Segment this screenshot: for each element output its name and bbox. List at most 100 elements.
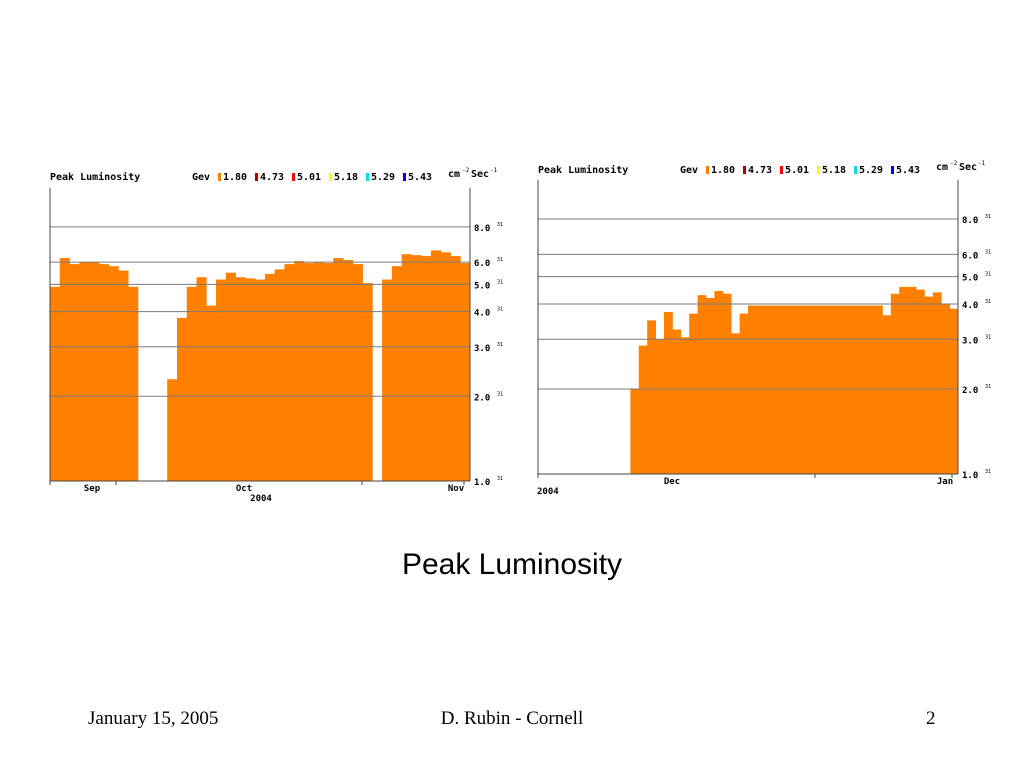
bar-12 <box>638 345 648 474</box>
bar-38 <box>421 256 432 481</box>
legend-entry-5-18: 5.18 <box>822 165 846 176</box>
legend-swatch-5-29 <box>854 166 857 174</box>
y-tick-label-3: 4.0 <box>474 309 490 319</box>
bar-27 <box>764 305 774 474</box>
y-tick-exponent-4: 31 <box>497 342 503 348</box>
bar-37 <box>411 255 422 481</box>
y-tick-label-6: 1.0 <box>474 478 490 488</box>
bar-41 <box>882 315 892 474</box>
bar-2 <box>69 264 80 481</box>
bar-7 <box>118 270 129 481</box>
y-tick-label-5: 2.0 <box>962 386 978 396</box>
bar-34 <box>823 305 833 474</box>
bar-42 <box>890 293 900 474</box>
bar-23 <box>731 333 740 474</box>
year-label: 2004 <box>250 494 272 504</box>
bar-39 <box>430 250 442 481</box>
bar-38 <box>857 305 866 474</box>
bar-18 <box>225 272 236 481</box>
y-tick-exponent-5: 31 <box>497 391 503 397</box>
x-label-jan: Jan <box>937 477 953 487</box>
bar-43 <box>899 286 908 474</box>
bar-30 <box>343 260 354 481</box>
y-tick-exponent-4: 31 <box>985 334 991 340</box>
bar-0 <box>50 286 61 481</box>
bar-39 <box>865 305 875 474</box>
y-tick-exponent-2: 31 <box>497 279 503 285</box>
legend-entry-5-01: 5.01 <box>785 165 809 176</box>
y-tick-label-4: 3.0 <box>474 344 490 354</box>
bar-26 <box>303 263 315 481</box>
chart-right: Peak Luminosity Gev 1.80 4.73 5.01 5.18 5.29 5.… <box>532 153 1002 498</box>
y-tick-label-3: 4.0 <box>962 301 978 311</box>
bar-44 <box>907 286 917 474</box>
unit-rate: Sec <box>959 162 977 173</box>
unit-base-exponent: -2 <box>950 160 958 167</box>
legend-swatch-5-18 <box>817 166 820 174</box>
legend-label: Gev <box>192 172 210 183</box>
legend-entry-4-73: 4.73 <box>748 165 772 176</box>
bar-29 <box>781 305 791 474</box>
bar-19 <box>235 277 246 481</box>
y-tick-exponent-0: 31 <box>497 222 503 228</box>
bar-33 <box>815 305 824 474</box>
chart-right-svg: Peak Luminosity Gev 1.80 4.73 5.01 5.18 5.29 5.… <box>537 160 991 497</box>
legend-swatch-5-01 <box>780 166 783 174</box>
legend-entry-5-43: 5.43 <box>408 172 432 183</box>
footer-page-number: 2 <box>926 708 936 729</box>
legend-swatch-1-80 <box>706 166 709 174</box>
bar-8 <box>128 286 139 481</box>
legend-swatch-4-73 <box>255 173 258 181</box>
bar-47 <box>932 292 942 474</box>
bar-28 <box>323 263 334 481</box>
bar-32 <box>806 305 816 474</box>
legend-swatch-4-73 <box>743 166 746 174</box>
bar-36 <box>840 305 850 474</box>
legend-swatch-5-01 <box>292 173 295 181</box>
bar-12 <box>167 379 178 481</box>
y-tick-label-4: 3.0 <box>962 336 978 346</box>
bar-6 <box>108 266 119 481</box>
bar-13 <box>176 317 188 481</box>
footer-author: D. Rubin - Cornell <box>440 708 584 729</box>
bar-17 <box>216 279 227 481</box>
bar-49 <box>949 308 959 474</box>
legend-swatch-5-43 <box>403 173 406 181</box>
legend-swatch-1-80 <box>218 173 221 181</box>
bar-19 <box>697 295 707 474</box>
bar-1 <box>59 258 70 481</box>
bar-16 <box>206 305 217 481</box>
bar-15 <box>664 311 673 474</box>
bar-28 <box>773 305 782 474</box>
y-tick-label-1: 6.0 <box>474 259 490 269</box>
bar-20 <box>706 298 715 474</box>
y-tick-label-0: 8.0 <box>474 224 490 234</box>
bar-17 <box>680 337 690 474</box>
bar-11 <box>630 389 640 474</box>
bar-21 <box>714 290 724 474</box>
bar-24 <box>739 313 749 474</box>
bar-26 <box>756 305 766 474</box>
bar-40 <box>874 305 883 474</box>
y-tick-label-0: 8.0 <box>962 216 978 226</box>
x-label-nov: Nov <box>448 484 465 494</box>
bar-42 <box>460 263 471 481</box>
bar-37 <box>848 305 858 474</box>
bar-41 <box>450 256 461 481</box>
bar-46 <box>924 296 934 474</box>
unit-rate: Sec <box>471 169 489 180</box>
bar-23 <box>274 269 285 481</box>
slide-title: Peak Luminosity <box>401 548 623 581</box>
y-tick-exponent-6: 31 <box>497 476 503 482</box>
bar-25 <box>294 261 305 481</box>
bar-27 <box>313 262 324 481</box>
bar-36 <box>401 254 412 481</box>
bar-15 <box>196 277 207 481</box>
x-label-dec: Dec <box>664 477 680 487</box>
bar-25 <box>748 305 757 474</box>
bar-20 <box>245 278 256 481</box>
y-tick-exponent-2: 31 <box>985 272 991 278</box>
x-label-sep: Sep <box>84 484 101 494</box>
bar-5 <box>98 264 110 481</box>
x-label-oct: Oct <box>236 484 252 494</box>
